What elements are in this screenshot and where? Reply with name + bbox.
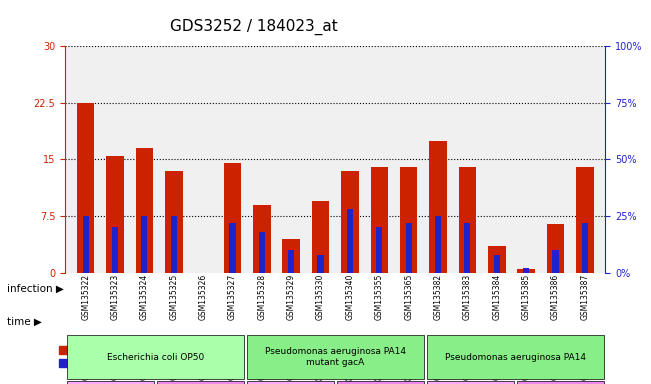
Text: GSM135355: GSM135355 <box>375 334 384 381</box>
Text: Pseudomonas aeruginosa PA14
mutant gacA: Pseudomonas aeruginosa PA14 mutant gacA <box>265 348 406 367</box>
Bar <box>258 232 265 273</box>
Bar <box>135 148 153 273</box>
Bar <box>283 239 300 273</box>
Text: GSM135329: GSM135329 <box>286 334 296 381</box>
Text: GSM135386: GSM135386 <box>551 334 560 381</box>
FancyBboxPatch shape <box>427 335 604 379</box>
Text: GSM135329: GSM135329 <box>286 274 296 320</box>
Bar <box>83 216 89 273</box>
Bar <box>370 167 388 273</box>
Text: GSM135365: GSM135365 <box>404 274 413 320</box>
Bar <box>141 216 148 273</box>
Text: GSM135340: GSM135340 <box>346 274 354 320</box>
Bar <box>458 167 477 273</box>
Text: Escherichia coli OP50: Escherichia coli OP50 <box>107 353 204 362</box>
Bar <box>253 205 271 273</box>
Text: infection ▶: infection ▶ <box>7 284 63 294</box>
Bar <box>165 171 182 273</box>
Text: GSM135385: GSM135385 <box>521 274 531 320</box>
Text: GSM135383: GSM135383 <box>463 334 472 381</box>
Text: GSM135330: GSM135330 <box>316 334 325 381</box>
FancyBboxPatch shape <box>427 381 514 384</box>
Text: GSM135327: GSM135327 <box>228 334 237 381</box>
Text: GSM135385: GSM135385 <box>521 334 531 381</box>
Text: GSM135387: GSM135387 <box>581 274 589 320</box>
Bar <box>523 268 529 273</box>
FancyBboxPatch shape <box>337 381 424 384</box>
FancyBboxPatch shape <box>247 381 334 384</box>
Text: GSM135322: GSM135322 <box>81 274 90 320</box>
Bar <box>488 246 506 273</box>
Bar <box>77 103 94 273</box>
Text: GSM135325: GSM135325 <box>169 334 178 381</box>
Text: GSM135326: GSM135326 <box>199 334 208 381</box>
Text: GSM135327: GSM135327 <box>228 274 237 320</box>
Text: GSM135324: GSM135324 <box>140 274 149 320</box>
Bar <box>464 223 471 273</box>
Text: GSM135340: GSM135340 <box>346 334 354 381</box>
Bar <box>429 141 447 273</box>
Bar <box>582 223 588 273</box>
Bar <box>341 171 359 273</box>
Bar <box>400 167 417 273</box>
Bar <box>347 209 353 273</box>
Bar <box>224 163 242 273</box>
Bar <box>112 227 118 273</box>
Bar <box>288 250 294 273</box>
Text: GSM135365: GSM135365 <box>404 334 413 381</box>
Bar <box>312 201 329 273</box>
Bar <box>229 223 236 273</box>
Bar <box>406 223 412 273</box>
Text: GSM135382: GSM135382 <box>434 274 443 320</box>
Bar <box>171 216 177 273</box>
Bar <box>106 156 124 273</box>
Text: GSM135330: GSM135330 <box>316 274 325 320</box>
Bar <box>576 167 594 273</box>
Bar <box>435 216 441 273</box>
FancyBboxPatch shape <box>247 335 424 379</box>
Text: GSM135328: GSM135328 <box>257 334 266 380</box>
Bar <box>493 255 500 273</box>
Text: GSM135384: GSM135384 <box>492 334 501 381</box>
Text: GSM135323: GSM135323 <box>111 274 120 320</box>
Text: GSM135383: GSM135383 <box>463 274 472 320</box>
Text: GSM135387: GSM135387 <box>581 334 589 381</box>
Text: GSM135328: GSM135328 <box>257 274 266 320</box>
Text: GSM135355: GSM135355 <box>375 274 384 320</box>
FancyBboxPatch shape <box>517 381 604 384</box>
Bar <box>318 255 324 273</box>
FancyBboxPatch shape <box>157 381 243 384</box>
Text: GSM135324: GSM135324 <box>140 334 149 381</box>
Text: Pseudomonas aeruginosa PA14: Pseudomonas aeruginosa PA14 <box>445 353 586 362</box>
FancyBboxPatch shape <box>66 381 154 384</box>
Bar <box>518 269 535 273</box>
Bar <box>547 223 564 273</box>
Text: GSM135382: GSM135382 <box>434 334 443 380</box>
Text: time ▶: time ▶ <box>7 316 42 326</box>
Text: GDS3252 / 184023_at: GDS3252 / 184023_at <box>171 18 338 35</box>
Text: GSM135386: GSM135386 <box>551 274 560 320</box>
Bar <box>553 250 559 273</box>
Legend: count, percentile rank within the sample: count, percentile rank within the sample <box>59 346 242 368</box>
Bar <box>376 227 382 273</box>
Text: GSM135325: GSM135325 <box>169 274 178 320</box>
FancyBboxPatch shape <box>66 335 243 379</box>
Text: GSM135326: GSM135326 <box>199 274 208 320</box>
Text: GSM135384: GSM135384 <box>492 274 501 320</box>
Text: GSM135322: GSM135322 <box>81 334 90 380</box>
Text: GSM135323: GSM135323 <box>111 334 120 381</box>
